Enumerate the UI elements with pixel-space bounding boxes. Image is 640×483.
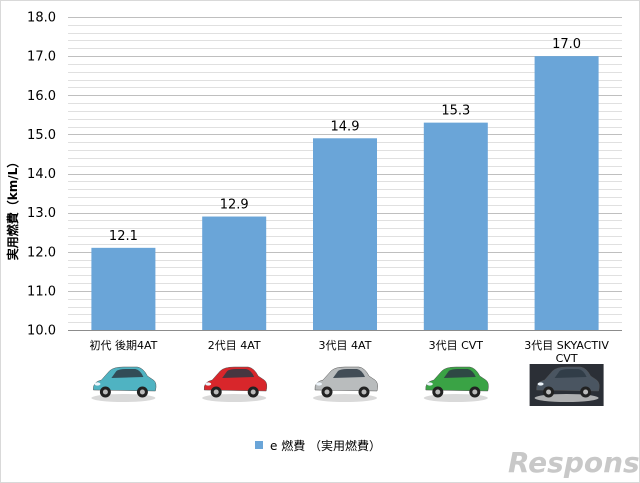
car-image (529, 364, 604, 406)
car-window (443, 369, 476, 378)
y-tick-label: 15.0 (27, 128, 56, 143)
car-image (202, 366, 268, 402)
category-labels: 初代 後期4AT 2代目 4AT 3代目 4AT 3代目 CVT 3代目 SKYACTI… (89, 338, 609, 365)
y-tick-label: 18.0 (27, 11, 56, 26)
car-hub (324, 389, 330, 395)
category-label: 3代目 SKYACTIV (524, 339, 609, 352)
y-tick-label: 13.0 (27, 206, 56, 221)
y-tick-label: 11.0 (27, 284, 56, 299)
y-tick-label: 14.0 (27, 167, 56, 182)
category-label: 3代目 CVT (429, 339, 484, 352)
legend-label: e 燃費 （実用燃費） (270, 438, 381, 453)
bar (91, 247, 156, 330)
car-hub (139, 389, 145, 395)
y-axis-label: 実用燃費（km/L） (5, 156, 20, 261)
bar (534, 56, 599, 330)
car-image (313, 366, 378, 402)
value-label: 14.9 (331, 119, 360, 134)
car-hub (472, 389, 478, 395)
value-label: 17.0 (552, 37, 581, 52)
car-hub (546, 389, 552, 395)
category-label: 初代 後期4AT (89, 338, 157, 352)
y-tick-label: 10.0 (27, 324, 56, 339)
car-headlight (205, 382, 212, 386)
car-hub (361, 389, 367, 395)
legend: e 燃費 （実用燃費） (255, 438, 381, 453)
legend-swatch (255, 441, 263, 449)
watermark-logo: Response. (508, 446, 640, 479)
bar (423, 122, 488, 330)
value-label: 15.3 (441, 104, 470, 119)
category-label: 3代目 4AT (319, 339, 372, 352)
bars (91, 56, 599, 330)
car-image (91, 366, 157, 402)
y-tick-labels: 10.0 11.0 12.0 13.0 14.0 15.0 16.0 17.0 18.0 (27, 11, 56, 339)
car-window (222, 369, 255, 378)
car-headlight (537, 382, 544, 386)
car-image (423, 366, 489, 402)
value-label: 12.9 (220, 198, 249, 213)
car-hub (250, 389, 256, 395)
car-headlight (316, 382, 322, 386)
bar (313, 138, 377, 330)
y-tick-label: 16.0 (27, 89, 56, 104)
car-images (91, 364, 604, 406)
category-label: CVT (556, 352, 578, 365)
svg-text:Response.: Response. (508, 446, 640, 479)
car-headlight (426, 382, 433, 386)
car-window (111, 369, 144, 378)
y-tick-label: 17.0 (27, 50, 56, 65)
value-label: 12.1 (109, 229, 138, 244)
y-tick-label: 12.0 (27, 245, 56, 260)
value-labels: 12.1 12.9 14.9 15.3 17.0 (109, 37, 581, 244)
car-hub (435, 389, 441, 395)
car-window (554, 369, 587, 378)
car-hub (102, 389, 108, 395)
car-hub (583, 389, 589, 395)
category-label: 2代目 4AT (208, 339, 261, 352)
car-window (333, 369, 365, 378)
bar (202, 216, 267, 330)
car-hub (213, 389, 219, 395)
car-headlight (94, 382, 101, 386)
